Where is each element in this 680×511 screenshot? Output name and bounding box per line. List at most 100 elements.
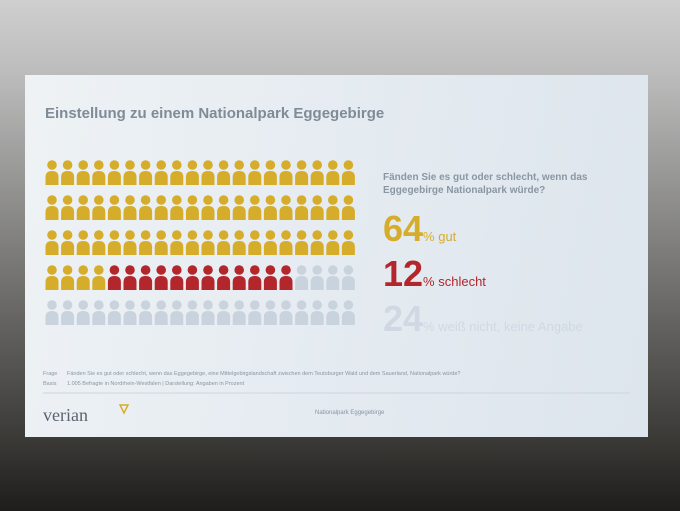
person-icon xyxy=(248,230,262,255)
person-icon xyxy=(154,195,168,220)
person-icon xyxy=(92,300,106,325)
person-icon xyxy=(107,230,121,255)
person-icon xyxy=(295,300,309,325)
person-icon xyxy=(170,300,184,325)
person-icon xyxy=(310,300,324,325)
person-icon xyxy=(185,195,199,220)
person-icon xyxy=(139,230,153,255)
person-icon xyxy=(201,195,215,220)
person-icon xyxy=(279,265,293,290)
person-icon xyxy=(295,195,309,220)
person-icon xyxy=(123,265,137,290)
person-icon xyxy=(123,195,137,220)
legend-entry: 64% gut xyxy=(383,208,456,250)
person-icon xyxy=(139,160,153,185)
person-icon xyxy=(139,265,153,290)
person-icon xyxy=(123,300,137,325)
person-icon xyxy=(45,265,59,290)
person-icon xyxy=(326,300,340,325)
person-icon xyxy=(217,230,231,255)
person-icon xyxy=(185,265,199,290)
person-icon xyxy=(295,160,309,185)
person-icon xyxy=(107,160,121,185)
legend-label: % gut xyxy=(423,229,457,244)
value-label: 24 xyxy=(383,298,424,339)
person-icon xyxy=(341,300,355,325)
person-icon xyxy=(76,300,90,325)
person-icon xyxy=(76,265,90,290)
person-icon xyxy=(76,230,90,255)
person-icon xyxy=(123,160,137,185)
person-icon xyxy=(248,160,262,185)
footnote-label: Basis xyxy=(43,381,57,387)
person-icon xyxy=(154,230,168,255)
person-icon xyxy=(341,195,355,220)
person-icon xyxy=(263,300,277,325)
person-icon xyxy=(248,300,262,325)
person-icon xyxy=(61,230,75,255)
slide: Einstellung zu einem Nationalpark Eggege… xyxy=(25,75,648,437)
person-icon xyxy=(92,265,106,290)
person-icon xyxy=(107,265,121,290)
person-icon xyxy=(201,265,215,290)
person-icon xyxy=(185,230,199,255)
person-icon xyxy=(185,300,199,325)
person-icon xyxy=(263,160,277,185)
person-icon xyxy=(341,160,355,185)
legend-entry: 12% schlecht xyxy=(383,253,486,295)
person-icon xyxy=(263,230,277,255)
person-icon xyxy=(310,160,324,185)
logo-mark xyxy=(118,404,130,415)
person-icon xyxy=(217,195,231,220)
person-icon xyxy=(232,230,246,255)
person-icon xyxy=(107,300,121,325)
value-label: 12 xyxy=(383,253,424,294)
person-icon xyxy=(45,230,59,255)
person-icon xyxy=(279,195,293,220)
person-icon xyxy=(326,230,340,255)
logo: verian xyxy=(43,405,88,425)
person-icon xyxy=(61,195,75,220)
person-icon xyxy=(45,300,59,325)
person-icon xyxy=(201,230,215,255)
person-icon xyxy=(295,230,309,255)
person-icon xyxy=(341,230,355,255)
person-icon xyxy=(326,195,340,220)
person-icon xyxy=(45,160,59,185)
person-icon xyxy=(217,300,231,325)
person-icon xyxy=(92,195,106,220)
person-icon xyxy=(61,160,75,185)
person-icon xyxy=(139,300,153,325)
person-icon xyxy=(326,160,340,185)
person-icon xyxy=(279,300,293,325)
person-icon xyxy=(232,195,246,220)
footnote-text: Fänden Sie es gut oder schlecht, wenn da… xyxy=(67,371,461,377)
person-icon xyxy=(279,160,293,185)
person-icon xyxy=(154,160,168,185)
person-icon xyxy=(232,265,246,290)
person-icon xyxy=(76,160,90,185)
person-icon xyxy=(310,265,324,290)
person-icon xyxy=(232,160,246,185)
person-icon xyxy=(154,300,168,325)
value-label: 64 xyxy=(383,208,424,249)
person-icon xyxy=(61,300,75,325)
person-icon xyxy=(170,160,184,185)
person-icon xyxy=(310,195,324,220)
footer: Nationalpark Eggegebirge xyxy=(315,410,385,416)
person-icon xyxy=(76,195,90,220)
person-icon xyxy=(341,265,355,290)
person-icon xyxy=(279,230,293,255)
person-icon xyxy=(263,195,277,220)
question: Fänden Sie es gut oder schlecht, wenn da… xyxy=(383,172,588,196)
person-icon xyxy=(248,265,262,290)
person-icon xyxy=(170,230,184,255)
footnote-text: 1.005 Befragte in Nordrhein-Westfalen | … xyxy=(67,381,245,387)
footnote-label: Frage xyxy=(43,371,58,377)
person-icon xyxy=(123,230,137,255)
person-icon xyxy=(170,265,184,290)
person-icon xyxy=(92,160,106,185)
legend-entry: 24% weiß nicht, keine Angabe xyxy=(383,298,583,340)
person-icon xyxy=(201,160,215,185)
legend-label: % weiß nicht, keine Angabe xyxy=(423,319,583,334)
